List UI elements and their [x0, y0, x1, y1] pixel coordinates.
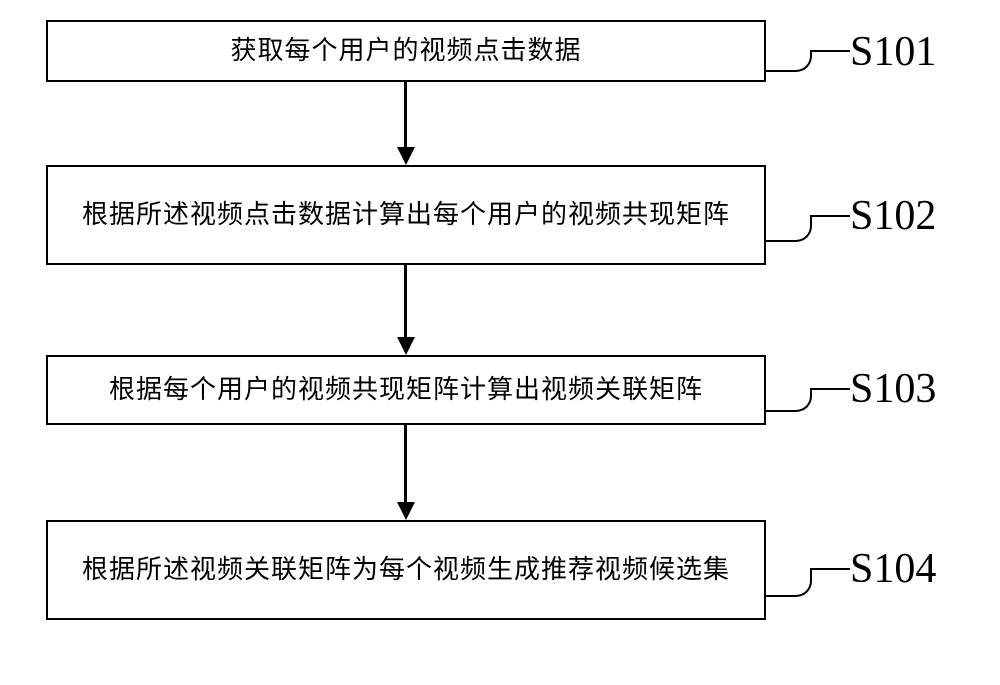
- arrow-2-head: [397, 337, 415, 355]
- arrow-3-head: [397, 502, 415, 520]
- step-s104: 根据所述视频关联矩阵为每个视频生成推荐视频候选集: [46, 520, 766, 620]
- arrow-3-line: [404, 425, 407, 503]
- lead-s101-a: [766, 70, 796, 72]
- arrow-1-head: [397, 147, 415, 165]
- lead-s103-curve: [796, 388, 812, 412]
- label-s101: S101: [850, 28, 936, 76]
- step-s101-text: 获取每个用户的视频点击数据: [230, 32, 581, 70]
- step-s101: 获取每个用户的视频点击数据: [46, 20, 766, 82]
- step-s103: 根据每个用户的视频共现矩阵计算出视频关联矩阵: [46, 355, 766, 425]
- step-s104-text: 根据所述视频关联矩阵为每个视频生成推荐视频候选集: [82, 551, 730, 589]
- lead-s102-curve: [796, 215, 812, 242]
- lead-s104-b: [810, 568, 850, 570]
- lead-s104-a: [766, 595, 796, 597]
- arrow-1-line: [404, 82, 407, 148]
- lead-s102-a: [766, 240, 796, 242]
- step-s102-text: 根据所述视频点击数据计算出每个用户的视频共现矩阵: [82, 196, 730, 234]
- label-s104: S104: [850, 545, 936, 593]
- lead-s103-b: [810, 388, 850, 390]
- step-s102: 根据所述视频点击数据计算出每个用户的视频共现矩阵: [46, 165, 766, 265]
- lead-s101-curve: [796, 50, 812, 72]
- lead-s104-curve: [796, 568, 812, 597]
- arrow-2-line: [404, 265, 407, 338]
- lead-s101-b: [810, 50, 850, 52]
- flowchart-canvas: 获取每个用户的视频点击数据 根据所述视频点击数据计算出每个用户的视频共现矩阵 根…: [0, 0, 1000, 685]
- lead-s102-b: [810, 215, 850, 217]
- label-s103: S103: [850, 365, 936, 413]
- lead-s103-a: [766, 410, 796, 412]
- step-s103-text: 根据每个用户的视频共现矩阵计算出视频关联矩阵: [109, 371, 703, 409]
- label-s102: S102: [850, 192, 936, 240]
